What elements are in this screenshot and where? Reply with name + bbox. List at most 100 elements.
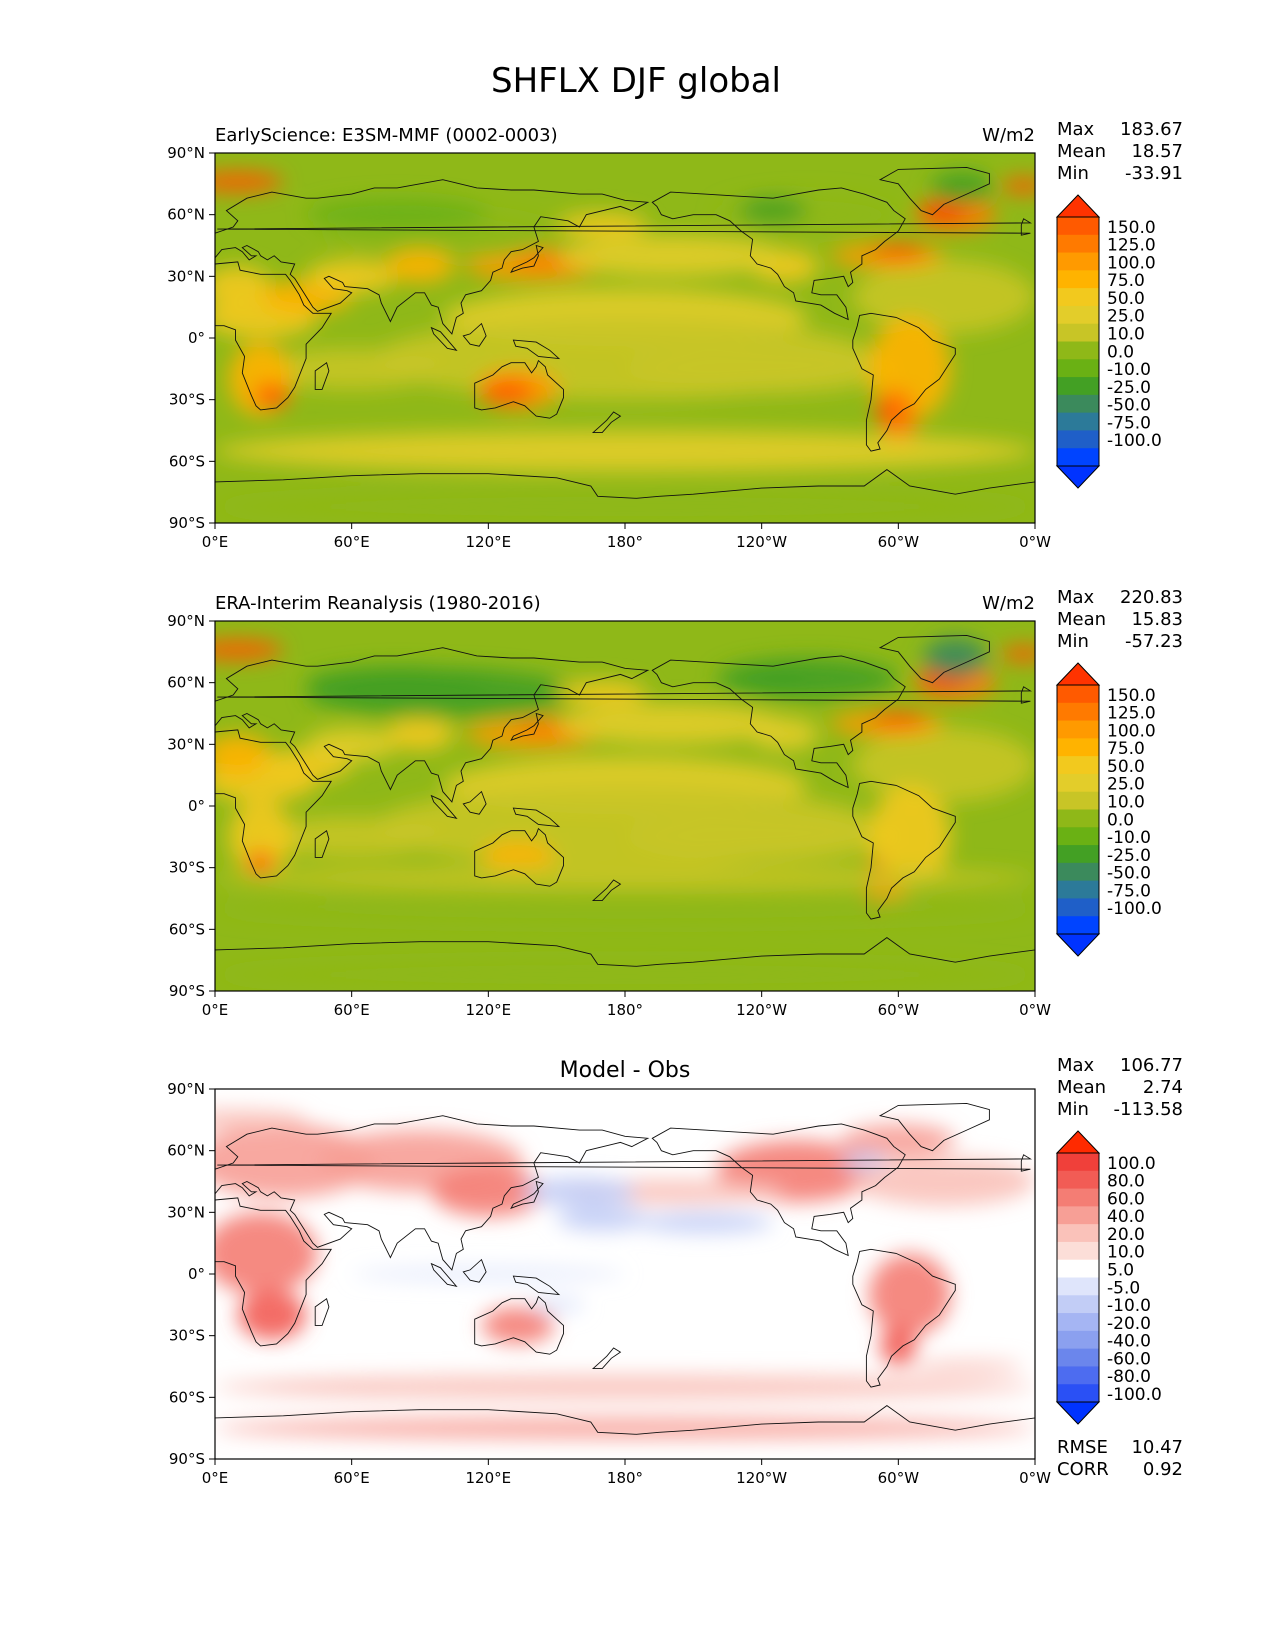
stat-label: Max [1057, 119, 1095, 140]
colorbar-label: 100.0 [1107, 253, 1156, 273]
coastlines [215, 166, 1035, 523]
field-region [923, 637, 988, 679]
coastline-north-america [651, 187, 906, 321]
stat-value: 10.47 [1131, 1437, 1183, 1458]
colorbar-label: 60.0 [1107, 1189, 1145, 1209]
colorbar-segment [1057, 217, 1099, 236]
stat-value: 220.83 [1120, 587, 1183, 608]
field-contours [215, 171, 1035, 523]
coastline-europe-asia [215, 179, 650, 335]
colorbar-label: 50.0 [1107, 757, 1145, 777]
field-region [852, 727, 1035, 802]
field-region [625, 812, 899, 862]
colorbar-extend-min [1055, 1401, 1101, 1425]
field-region [253, 383, 291, 408]
y-tick-label: 90°S [169, 1450, 205, 1468]
coastline-europe-asia [215, 647, 650, 803]
colorbar-segment [1057, 809, 1099, 828]
stat-value: 18.57 [1131, 141, 1183, 162]
colorbar-label: -75.0 [1107, 881, 1151, 901]
field-contours [215, 1109, 1035, 1439]
colorbar-segment [1057, 898, 1099, 917]
colorbar-label: -60.0 [1107, 1349, 1151, 1369]
coastline-japan [510, 244, 544, 274]
field-region [385, 717, 455, 751]
colorbar-label: -5.0 [1107, 1278, 1140, 1298]
stat-label: Max [1057, 587, 1095, 608]
colorbar-segment [1057, 430, 1099, 449]
coastline-greenland [878, 634, 990, 684]
x-tick-label: 60°E [334, 1469, 370, 1487]
colorbar-segment [1057, 234, 1099, 254]
coastline-indonesia [430, 794, 458, 820]
x-tick-label: 180° [607, 1001, 643, 1019]
colorbar-segment [1057, 773, 1099, 793]
y-tick-label: 0° [188, 1265, 205, 1283]
coastline-indonesia [430, 1262, 458, 1288]
y-tick-label: 30°N [167, 267, 205, 285]
field-region [351, 1267, 625, 1281]
y-tick-label: 90°S [169, 982, 205, 1000]
field-region [871, 711, 926, 728]
stat-label: Mean [1057, 1077, 1106, 1098]
axes: 0°E 60°E 120°E 180° 120°W 60°W 0°W 90°N 60°N 30°N… [167, 612, 1051, 1019]
coastline-madagascar [314, 361, 330, 390]
colorbar-segment [1057, 685, 1099, 704]
colorbar-segment [1057, 448, 1099, 467]
colorbar-label: 10.0 [1107, 793, 1145, 813]
coastline-uk [217, 686, 1032, 704]
field-region [868, 1253, 951, 1336]
y-tick-label: 60°S [169, 1388, 205, 1406]
colorbar-label: 150.0 [1107, 218, 1156, 238]
colorbar-segment [1057, 377, 1099, 396]
colorbar-label: -100.0 [1107, 899, 1162, 919]
colorbar: 100.080.060.040.020.010.05.0-5.0-10.0-20… [1055, 1130, 1162, 1425]
units-label: W/m2 [982, 125, 1035, 146]
figure-title: SHFLX DJF global [491, 61, 781, 101]
x-tick-label: 120°W [736, 1001, 787, 1019]
colorbar-label: -75.0 [1107, 413, 1151, 433]
x-tick-label: 120°W [736, 1469, 787, 1487]
y-tick-label: 30°S [169, 1327, 205, 1345]
x-tick-label: 0°W [1019, 1001, 1051, 1019]
stat-value: -113.58 [1114, 1099, 1183, 1120]
y-tick-label: 0° [188, 797, 205, 815]
colorbar-label: 100.0 [1107, 721, 1156, 741]
coastline-australia [474, 359, 564, 419]
coastline-south-america [852, 1248, 956, 1388]
coastline-borneo [462, 1258, 487, 1283]
y-tick-label: 30°S [169, 859, 205, 877]
colorbar-frame [1056, 684, 1100, 935]
stat-value: 2.74 [1143, 1077, 1183, 1098]
field-region [909, 1360, 1024, 1373]
x-tick-label: 120°E [466, 1001, 512, 1019]
field-region [237, 1290, 307, 1340]
y-tick-label: 60°N [167, 206, 205, 224]
y-tick-label: 90°N [167, 1080, 205, 1098]
coastline-new-zealand [591, 879, 622, 902]
y-tick-label: 90°S [169, 514, 205, 532]
coastline-new-zealand [591, 1347, 622, 1370]
colorbar-label: 10.0 [1107, 325, 1145, 345]
colorbar-label: 80.0 [1107, 1172, 1145, 1192]
colorbar-extend-min [1055, 465, 1101, 489]
x-tick-label: 120°W [736, 533, 787, 551]
colorbar-segment [1057, 1259, 1099, 1278]
field-region [306, 259, 398, 293]
x-tick-label: 60°W [878, 1469, 920, 1487]
colorbar-segment [1057, 720, 1099, 739]
field-region [228, 799, 293, 874]
panel-title: ERA-Interim Reanalysis (1980-2016) [215, 593, 541, 614]
colorbar-extend-max [1055, 662, 1101, 686]
coastline-borneo [462, 790, 487, 815]
colorbar-extend-max [1055, 194, 1101, 218]
colorbar-segment [1057, 270, 1099, 289]
colorbar-segment [1057, 288, 1099, 307]
colorbar-label: -50.0 [1107, 396, 1151, 416]
colorbar-segment [1057, 341, 1099, 360]
field-region [215, 266, 272, 308]
coastline-antarctica [215, 469, 1035, 523]
colorbar-segment [1057, 1170, 1099, 1190]
x-tick-label: 60°E [334, 1001, 370, 1019]
colorbar: 150.0125.0100.075.050.025.010.00.0-10.0-… [1055, 194, 1162, 489]
